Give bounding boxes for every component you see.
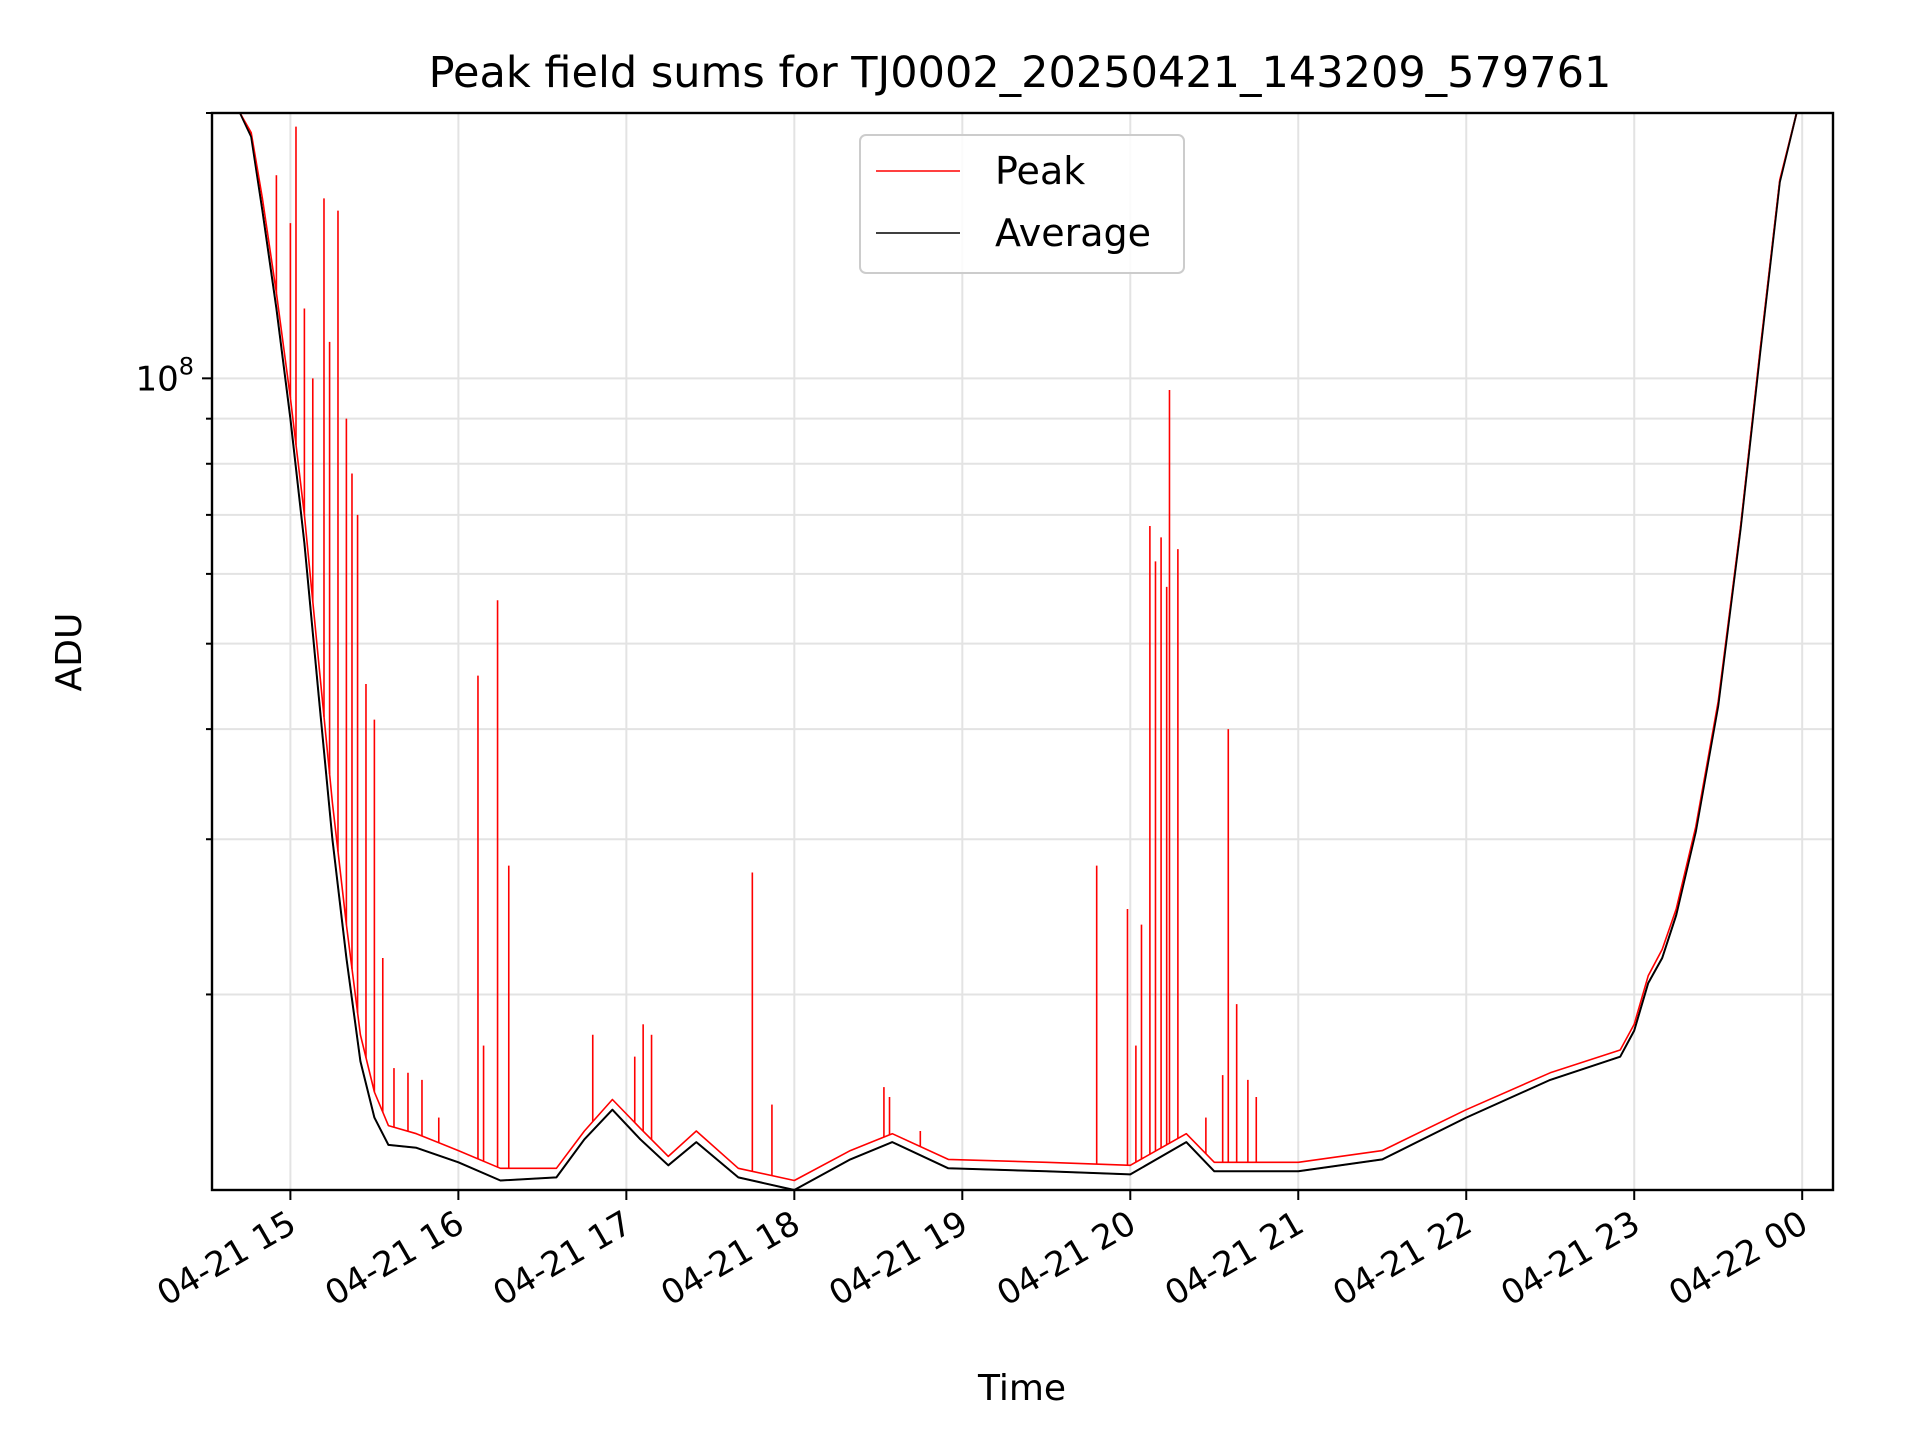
- plot-frame: [210, 111, 1835, 1192]
- series-line-peak: [212, 112, 1833, 1182]
- chart-title: Peak field sums for TJ0002_20250421_1432…: [429, 48, 1612, 98]
- y-axis-label: ADU: [49, 613, 90, 692]
- legend: Peak Average: [859, 134, 1185, 274]
- legend-box: [859, 134, 1185, 274]
- y-tick-label: 108: [135, 352, 194, 399]
- legend-label-average: Average: [995, 211, 1151, 255]
- x-axis-label: Time: [977, 1368, 1066, 1409]
- legend-label-peak: Peak: [995, 149, 1085, 193]
